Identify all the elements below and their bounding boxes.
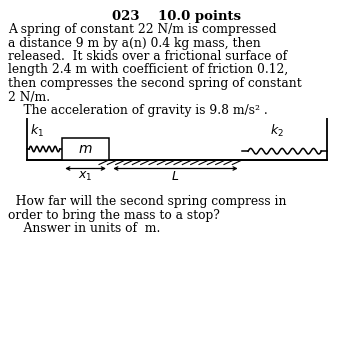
Text: then compresses the second spring of constant: then compresses the second spring of con…	[8, 77, 302, 90]
Text: How far will the second spring compress in: How far will the second spring compress …	[8, 195, 286, 208]
Text: a distance 9 m by a(n) 0.4 kg mass, then: a distance 9 m by a(n) 0.4 kg mass, then	[8, 36, 261, 49]
Text: The acceleration of gravity is 9.8 m/s² .: The acceleration of gravity is 9.8 m/s² …	[8, 104, 268, 117]
Text: released.  It skids over a frictional surface of: released. It skids over a frictional sur…	[8, 50, 287, 63]
Text: $m$: $m$	[78, 142, 93, 156]
Text: 2 N/m.: 2 N/m.	[8, 91, 50, 104]
Text: Answer in units of  m.: Answer in units of m.	[8, 222, 160, 235]
Text: order to bring the mass to a stop?: order to bring the mass to a stop?	[8, 209, 220, 222]
Bar	[62, 138, 109, 160]
Text: $L$: $L$	[171, 170, 179, 183]
Text: $x_1$: $x_1$	[78, 170, 93, 184]
Text: $k_2$: $k_2$	[270, 123, 284, 139]
Text: $k_1$: $k_1$	[30, 123, 44, 139]
Text: length 2.4 m with coefficient of friction 0.12,: length 2.4 m with coefficient of frictio…	[8, 63, 288, 76]
Text: A spring of constant 22 N/m is compressed: A spring of constant 22 N/m is compresse…	[8, 23, 276, 36]
Text: 023    10.0 points: 023 10.0 points	[113, 10, 241, 23]
